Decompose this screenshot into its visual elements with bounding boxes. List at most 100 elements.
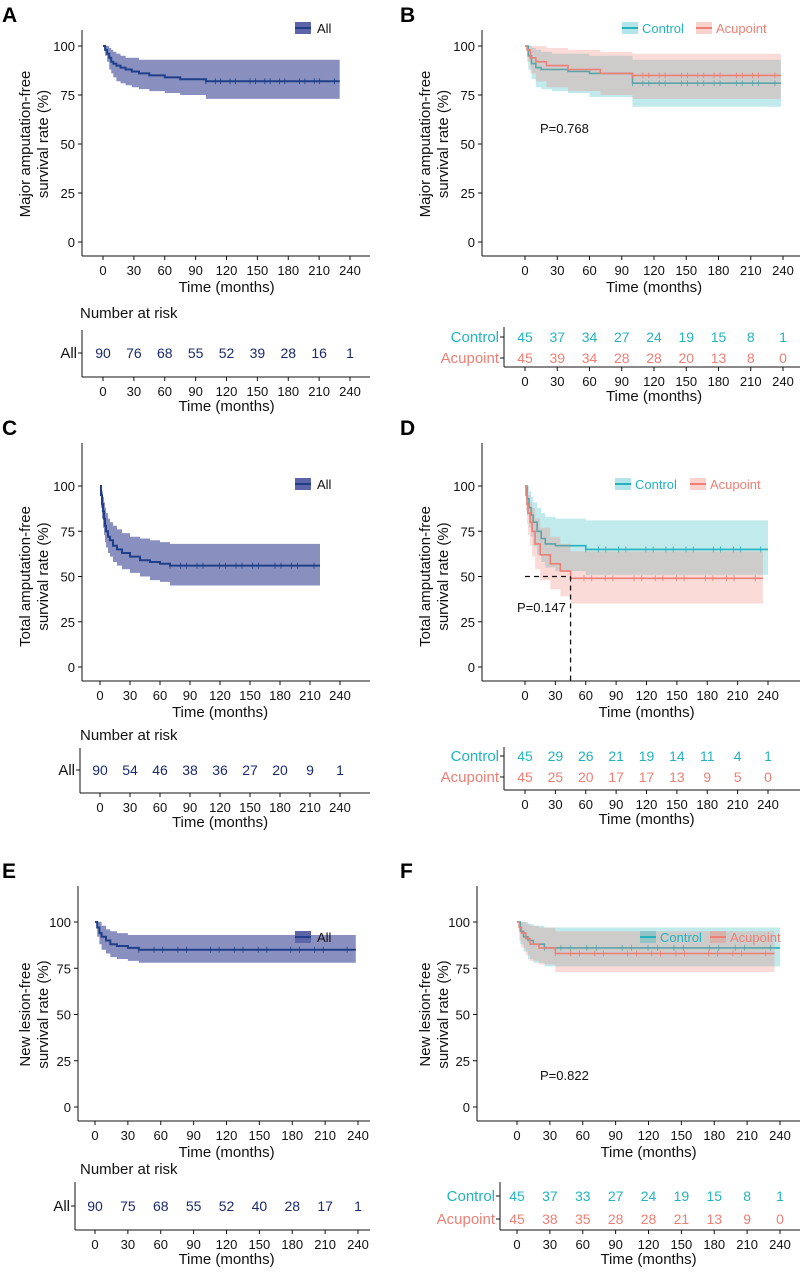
risk-x-tick-label: 210 bbox=[308, 384, 330, 399]
risk-value: 0 bbox=[764, 769, 772, 785]
risk-value: 17 bbox=[317, 1198, 333, 1214]
risk-value: 20 bbox=[578, 769, 594, 785]
risk-value: 90 bbox=[92, 762, 108, 778]
risk-value: 17 bbox=[639, 769, 655, 785]
risk-x-tick-label: 150 bbox=[666, 797, 688, 812]
risk-value: 68 bbox=[157, 345, 173, 361]
risk-value: 33 bbox=[575, 1188, 591, 1204]
x-tick-label: 210 bbox=[299, 688, 321, 703]
risk-x-tick-label: 240 bbox=[339, 384, 361, 399]
risk-value: 14 bbox=[669, 748, 685, 764]
risk-value: 27 bbox=[614, 329, 630, 345]
risk-x-tick-label: 0 bbox=[91, 1237, 98, 1252]
risk-x-tick-label: 120 bbox=[638, 1237, 660, 1252]
risk-row-label-all: All bbox=[58, 762, 75, 779]
risk-x-tick-label: 60 bbox=[579, 797, 593, 812]
risk-x-tick-label: 60 bbox=[158, 384, 172, 399]
risk-x-tick-label: 30 bbox=[543, 1237, 557, 1252]
x-tick-label: 240 bbox=[772, 263, 794, 278]
risk-value: 45 bbox=[517, 769, 533, 785]
ci-band-acupoint bbox=[517, 922, 775, 972]
risk-x-tick-label: 240 bbox=[329, 800, 351, 815]
risk-value: 0 bbox=[776, 1211, 784, 1227]
legend-label-all: All bbox=[317, 21, 332, 36]
risk-row-label-all: All bbox=[53, 1198, 70, 1215]
risk-x-tick-label: 120 bbox=[209, 800, 231, 815]
x-tick-label: 0 bbox=[91, 1128, 98, 1143]
risk-value: 1 bbox=[354, 1198, 362, 1214]
risk-value: 90 bbox=[87, 1198, 103, 1214]
y-tick-label: 0 bbox=[468, 235, 475, 250]
x-tick-label: 0 bbox=[96, 688, 103, 703]
risk-value: 21 bbox=[674, 1211, 690, 1227]
risk-value: 28 bbox=[646, 350, 662, 366]
x-tick-label: 180 bbox=[696, 688, 718, 703]
y-tick-label: 0 bbox=[64, 1100, 71, 1115]
km-line-acupoint bbox=[525, 485, 763, 580]
ci-band-control bbox=[525, 486, 768, 575]
y-tick-label: 25 bbox=[461, 186, 475, 201]
x-tick-label: 0 bbox=[521, 688, 528, 703]
panel-a: A 0 25 50 75 100 0 30 60 90 120 150 180 210 240 Time (m… bbox=[2, 4, 370, 415]
risk-x-axis-label: Time (months) bbox=[598, 811, 694, 828]
x-tick-label: 210 bbox=[740, 263, 762, 278]
risk-value: 39 bbox=[250, 345, 266, 361]
ci-band-all bbox=[100, 486, 320, 586]
risk-x-tick-label: 180 bbox=[708, 374, 730, 389]
y-axis-label-line2: survival rate (%) bbox=[35, 522, 52, 630]
risk-x-tick-label: 150 bbox=[247, 384, 269, 399]
y-axis-label-line1: Major amputation-free bbox=[17, 71, 34, 218]
x-tick-label: 30 bbox=[548, 688, 562, 703]
y-axis-label-line1: Total amputation-free bbox=[17, 506, 34, 647]
y-tick-label: 75 bbox=[61, 524, 75, 539]
risk-x-tick-label: 240 bbox=[347, 1237, 369, 1252]
x-tick-label: 180 bbox=[269, 688, 291, 703]
y-axis-label-line1: New lesion-free bbox=[17, 962, 34, 1066]
y-axis-label-line1: Major amputation-free bbox=[417, 71, 434, 218]
x-tick-label: 120 bbox=[209, 688, 231, 703]
risk-x-axis-label: Time (months) bbox=[600, 1251, 696, 1268]
x-tick-label: 120 bbox=[216, 263, 238, 278]
y-axis-label-line2: survival rate (%) bbox=[435, 522, 452, 630]
x-tick-label: 90 bbox=[183, 688, 197, 703]
risk-value: 36 bbox=[212, 762, 228, 778]
legend-label-control: Control bbox=[642, 21, 684, 36]
x-tick-label: 90 bbox=[609, 688, 623, 703]
risk-x-tick-label: 60 bbox=[154, 1237, 168, 1252]
y-tick-label: 0 bbox=[68, 235, 75, 250]
y-tick-label: 50 bbox=[461, 570, 475, 585]
risk-x-tick-label: 150 bbox=[249, 1237, 271, 1252]
risk-value: 9 bbox=[306, 762, 314, 778]
y-axis-label-line1: New lesion-free bbox=[417, 962, 434, 1066]
risk-table-title: Number at risk bbox=[80, 305, 178, 322]
risk-x-tick-label: 60 bbox=[582, 374, 596, 389]
risk-value: 34 bbox=[582, 350, 598, 366]
risk-value: 76 bbox=[126, 345, 142, 361]
km-line-acupoint bbox=[525, 45, 781, 77]
y-tick-label: 50 bbox=[57, 1008, 71, 1023]
risk-value: 68 bbox=[153, 1198, 169, 1214]
risk-x-tick-label: 180 bbox=[696, 797, 718, 812]
risk-value: 75 bbox=[120, 1198, 136, 1214]
x-tick-label: 240 bbox=[757, 688, 779, 703]
x-tick-label: 90 bbox=[615, 263, 629, 278]
risk-value: 8 bbox=[747, 329, 755, 345]
risk-x-tick-label: 120 bbox=[636, 797, 658, 812]
risk-value: 45 bbox=[517, 748, 533, 764]
x-tick-label: 210 bbox=[308, 263, 330, 278]
y-axis-label-line1: Total amputation-free bbox=[417, 506, 434, 647]
panel-label: C bbox=[2, 417, 17, 440]
x-tick-label: 60 bbox=[154, 1128, 168, 1143]
y-tick-label: 75 bbox=[57, 961, 71, 976]
risk-value: 13 bbox=[669, 769, 685, 785]
x-tick-label: 30 bbox=[127, 263, 141, 278]
panel-label: A bbox=[2, 4, 17, 27]
x-tick-label: 60 bbox=[576, 1128, 590, 1143]
x-tick-label: 210 bbox=[727, 688, 749, 703]
x-tick-label: 210 bbox=[314, 1128, 336, 1143]
x-tick-label: 150 bbox=[675, 263, 697, 278]
y-tick-label: 50 bbox=[461, 137, 475, 152]
y-tick-label: 75 bbox=[461, 88, 475, 103]
y-tick-label: 0 bbox=[463, 1100, 470, 1115]
